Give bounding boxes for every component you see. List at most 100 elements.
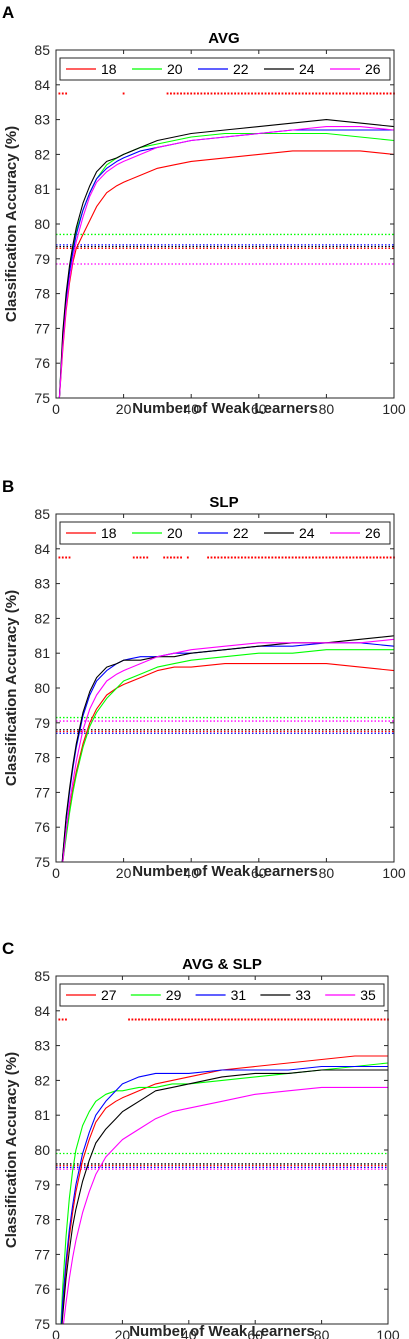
significance-marker (173, 556, 176, 559)
significance-marker (322, 556, 324, 559)
significance-marker (166, 92, 169, 95)
x-axis-label: Number of Weak Learners (132, 400, 318, 417)
significance-marker (146, 556, 149, 559)
series-line-27 (61, 1055, 388, 1324)
x-axis-label: Number of Weak Learners (129, 1323, 315, 1339)
x-tick-label: 60 (251, 401, 267, 417)
significance-marker (373, 1018, 376, 1021)
significance-marker (366, 92, 368, 95)
y-axis-label: Classification Accuracy (%) (3, 1052, 20, 1248)
x-tick-label: 80 (319, 401, 335, 417)
legend-label: 24 (299, 61, 315, 77)
significance-marker (274, 92, 277, 95)
significance-marker (141, 1018, 144, 1021)
significance-marker (227, 1018, 230, 1021)
y-tick-label: 85 (34, 506, 50, 522)
y-tick-label: 78 (34, 750, 50, 766)
significance-marker (300, 1018, 303, 1021)
significance-marker (151, 1018, 154, 1021)
significance-marker (382, 92, 385, 95)
significance-marker (186, 556, 189, 559)
significance-marker (278, 92, 280, 95)
significance-marker (314, 1018, 316, 1021)
y-tick-label: 83 (34, 112, 50, 128)
chart-title: AVG (208, 30, 239, 47)
significance-marker (332, 92, 335, 95)
significance-marker (128, 1018, 130, 1021)
significance-marker (65, 556, 68, 559)
significance-marker (200, 92, 203, 95)
significance-marker (257, 92, 260, 95)
x-tick-label: 80 (319, 865, 335, 881)
significance-marker (380, 1018, 383, 1021)
significance-marker (386, 556, 389, 559)
significance-marker (170, 556, 172, 559)
significance-marker (288, 556, 291, 559)
significance-marker (244, 556, 247, 559)
significance-marker (281, 556, 284, 559)
y-tick-label: 78 (34, 286, 50, 302)
significance-marker (376, 92, 378, 95)
significance-marker (353, 1018, 356, 1021)
significance-marker (294, 1018, 296, 1021)
significance-marker (251, 92, 253, 95)
significance-marker (131, 1018, 134, 1021)
significance-marker (379, 556, 382, 559)
significance-marker (268, 92, 270, 95)
significance-marker (184, 1018, 187, 1021)
series-line-31 (60, 1065, 388, 1324)
significance-marker (173, 92, 176, 95)
y-tick-label: 85 (34, 42, 50, 58)
significance-marker (281, 92, 284, 95)
series-line-24 (61, 635, 394, 862)
legend-label: 33 (295, 987, 311, 1003)
legend-label: 22 (233, 525, 249, 541)
significance-marker (311, 92, 314, 95)
significance-marker (180, 92, 182, 95)
significance-marker (257, 1018, 260, 1021)
x-tick-label: 40 (183, 401, 199, 417)
significance-marker (330, 1018, 333, 1021)
significance-marker (142, 556, 145, 559)
y-tick-label: 79 (34, 1177, 50, 1193)
chart-title: AVG & SLP (182, 956, 262, 973)
significance-marker (227, 556, 230, 559)
significance-marker (355, 92, 358, 95)
significance-marker (340, 1018, 343, 1021)
significance-marker (132, 556, 135, 559)
significance-marker (65, 92, 68, 95)
significance-marker (230, 556, 233, 559)
significance-marker (339, 556, 341, 559)
significance-marker (372, 92, 375, 95)
significance-marker (352, 92, 355, 95)
significance-marker (278, 556, 280, 559)
significance-marker (271, 92, 274, 95)
significance-marker (217, 92, 220, 95)
significance-marker (163, 556, 166, 559)
significance-marker (237, 92, 240, 95)
significance-marker (360, 1018, 363, 1021)
significance-marker (190, 92, 193, 95)
significance-marker (194, 1018, 197, 1021)
y-axis-label: Classification Accuracy (%) (3, 590, 20, 786)
significance-marker (337, 1018, 340, 1021)
y-tick-label: 76 (34, 1281, 50, 1297)
significance-marker (264, 92, 267, 95)
significance-marker (317, 1018, 320, 1021)
legend-label: 20 (167, 525, 183, 541)
series-line-20 (62, 649, 394, 862)
y-tick-label: 78 (34, 1212, 50, 1228)
significance-marker (197, 1018, 200, 1021)
y-tick-label: 80 (34, 680, 50, 696)
significance-marker (315, 92, 318, 95)
significance-marker (308, 556, 311, 559)
significance-marker (251, 556, 253, 559)
y-tick-label: 77 (34, 1246, 50, 1262)
panel-letter: B (2, 477, 14, 496)
significance-marker (234, 556, 237, 559)
significance-marker (328, 92, 331, 95)
significance-marker (332, 556, 335, 559)
significance-marker (193, 92, 196, 95)
significance-marker (271, 556, 274, 559)
significance-marker (187, 1018, 190, 1021)
